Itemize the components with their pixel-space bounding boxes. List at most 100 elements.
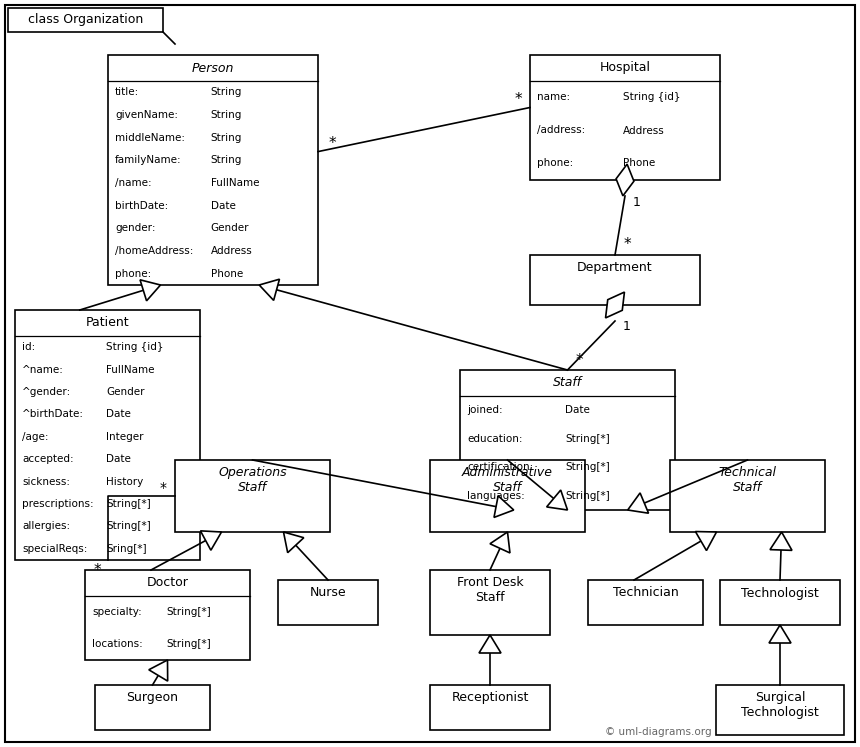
- Text: History: History: [106, 477, 144, 486]
- Text: String[*]: String[*]: [565, 491, 610, 500]
- Text: locations:: locations:: [92, 639, 143, 649]
- Text: Date: Date: [565, 406, 590, 415]
- Text: String: String: [211, 155, 242, 165]
- Text: String[*]: String[*]: [167, 639, 212, 649]
- Polygon shape: [494, 496, 513, 518]
- Text: Technologist: Technologist: [741, 586, 819, 600]
- Text: © uml-diagrams.org: © uml-diagrams.org: [605, 727, 711, 737]
- Text: ^birthDate:: ^birthDate:: [22, 409, 84, 419]
- Text: specialReqs:: specialReqs:: [22, 544, 88, 554]
- Polygon shape: [605, 292, 624, 318]
- Text: familyName:: familyName:: [115, 155, 181, 165]
- Text: allergies:: allergies:: [22, 521, 71, 531]
- Text: ^gender:: ^gender:: [22, 387, 71, 397]
- Polygon shape: [284, 532, 304, 553]
- Text: String[*]: String[*]: [565, 434, 610, 444]
- Text: Phone: Phone: [624, 158, 655, 169]
- Bar: [175, 460, 330, 532]
- Text: String[*]: String[*]: [106, 521, 150, 531]
- Text: birthDate:: birthDate:: [115, 201, 169, 211]
- Bar: [95, 685, 210, 730]
- Text: Phone: Phone: [211, 269, 243, 279]
- Bar: [108, 55, 318, 285]
- Text: Operations
Staff: Operations Staff: [218, 466, 287, 494]
- Bar: [8, 8, 163, 32]
- Text: Receptionist: Receptionist: [452, 692, 529, 704]
- Bar: [430, 570, 550, 635]
- Text: joined:: joined:: [467, 406, 502, 415]
- Text: givenName:: givenName:: [115, 110, 178, 120]
- Text: *: *: [575, 353, 583, 368]
- Text: *: *: [159, 481, 167, 495]
- Text: String[*]: String[*]: [106, 499, 150, 509]
- Text: Patient: Patient: [86, 317, 129, 329]
- Bar: [530, 55, 720, 180]
- Text: Integer: Integer: [106, 432, 144, 441]
- Text: String: String: [211, 110, 242, 120]
- Text: Staff: Staff: [553, 376, 582, 389]
- Bar: [15, 310, 200, 560]
- Text: FullName: FullName: [211, 178, 259, 188]
- Text: Doctor: Doctor: [146, 577, 188, 589]
- Text: Person: Person: [192, 61, 234, 75]
- Bar: [716, 685, 844, 735]
- Text: FullName: FullName: [106, 365, 155, 374]
- Text: String: String: [211, 87, 242, 97]
- Bar: [85, 570, 250, 660]
- Text: phone:: phone:: [537, 158, 574, 169]
- Text: Date: Date: [106, 454, 131, 464]
- Polygon shape: [769, 625, 791, 643]
- Text: Department: Department: [577, 261, 653, 274]
- Polygon shape: [259, 279, 280, 300]
- Text: /age:: /age:: [22, 432, 48, 441]
- Text: name:: name:: [537, 93, 570, 102]
- Polygon shape: [200, 531, 222, 551]
- Text: id:: id:: [22, 342, 35, 352]
- Text: class Organization: class Organization: [28, 13, 143, 26]
- Text: prescriptions:: prescriptions:: [22, 499, 94, 509]
- Text: /name:: /name:: [115, 178, 151, 188]
- Text: *: *: [514, 92, 522, 107]
- Text: accepted:: accepted:: [22, 454, 74, 464]
- Bar: [670, 460, 825, 532]
- Text: String[*]: String[*]: [565, 462, 610, 472]
- Bar: [588, 580, 703, 625]
- Text: Surgical
Technologist: Surgical Technologist: [741, 691, 819, 719]
- Text: /address:: /address:: [537, 125, 586, 135]
- Polygon shape: [149, 660, 168, 681]
- Text: *: *: [624, 238, 631, 252]
- Bar: [460, 370, 675, 510]
- Text: Technician: Technician: [612, 586, 679, 600]
- Polygon shape: [616, 164, 634, 196]
- Polygon shape: [490, 532, 510, 553]
- Text: /homeAddress:: /homeAddress:: [115, 246, 194, 256]
- Text: Sring[*]: Sring[*]: [106, 544, 146, 554]
- Text: Hospital: Hospital: [599, 61, 650, 75]
- Text: middleName:: middleName:: [115, 133, 185, 143]
- Text: sickness:: sickness:: [22, 477, 70, 486]
- Text: Administrative
Staff: Administrative Staff: [462, 466, 553, 494]
- Bar: [720, 580, 840, 625]
- Bar: [278, 580, 378, 625]
- Text: 1: 1: [623, 320, 631, 333]
- Text: gender:: gender:: [115, 223, 156, 233]
- Text: Front Desk
Staff: Front Desk Staff: [457, 576, 524, 604]
- Text: ^name:: ^name:: [22, 365, 64, 374]
- Text: String {id}: String {id}: [106, 342, 163, 352]
- Polygon shape: [696, 532, 716, 551]
- Text: phone:: phone:: [115, 269, 151, 279]
- Text: Gender: Gender: [106, 387, 144, 397]
- Bar: [430, 460, 585, 532]
- Bar: [430, 685, 550, 730]
- Text: Date: Date: [106, 409, 131, 419]
- Text: Gender: Gender: [211, 223, 249, 233]
- Text: *: *: [94, 562, 101, 577]
- Polygon shape: [479, 635, 501, 653]
- Text: 1: 1: [633, 196, 641, 208]
- Polygon shape: [547, 490, 568, 510]
- Text: education:: education:: [467, 434, 523, 444]
- Text: Address: Address: [211, 246, 253, 256]
- Text: certification:: certification:: [467, 462, 533, 472]
- Text: *: *: [329, 136, 335, 151]
- Text: title:: title:: [115, 87, 139, 97]
